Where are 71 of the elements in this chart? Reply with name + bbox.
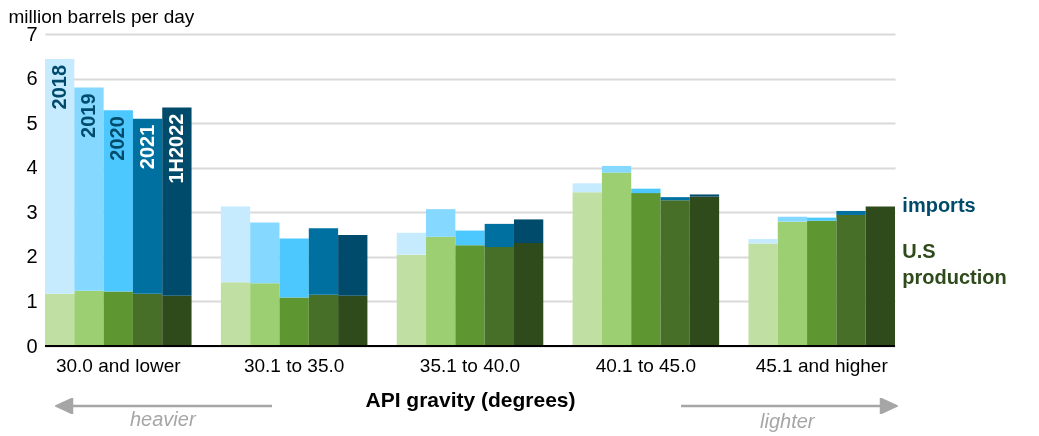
bar — [220, 206, 251, 283]
bar — [132, 118, 163, 294]
bar — [279, 238, 309, 298]
series-label: U.S production — [902, 240, 1007, 289]
series-label: imports — [902, 193, 976, 216]
bar — [660, 200, 690, 346]
bar — [748, 239, 778, 244]
bar — [836, 214, 866, 346]
annotation: 2019 — [76, 93, 99, 138]
bar — [338, 295, 368, 346]
bar — [777, 221, 808, 346]
annotation: 1H2022 — [164, 113, 187, 184]
bar — [689, 194, 720, 197]
bar — [396, 254, 427, 346]
bar — [250, 222, 280, 284]
bar — [455, 230, 485, 246]
y-tick-label: 1 — [26, 289, 38, 312]
bar — [74, 290, 104, 346]
bar — [338, 235, 368, 296]
bar — [807, 217, 837, 221]
y-tick-label: 3 — [26, 200, 38, 223]
x-axis-title: API gravity (degrees) — [365, 387, 576, 411]
bar — [250, 283, 280, 346]
bar — [455, 245, 485, 346]
x-tick-label: 45.1 and higher — [755, 354, 889, 376]
bar — [601, 165, 632, 173]
bar — [279, 297, 309, 346]
bar — [484, 223, 514, 248]
bar — [631, 193, 661, 346]
bar — [162, 295, 192, 346]
bar — [836, 210, 866, 215]
bar — [45, 58, 75, 294]
x-tick-label: 40.1 to 45.0 — [595, 354, 697, 376]
bar — [777, 216, 808, 222]
annotation: 2020 — [106, 116, 129, 161]
bar — [601, 172, 632, 346]
x-tick-label: 30.0 and lower — [55, 354, 182, 376]
y-tick-label: 0 — [26, 334, 38, 357]
bar — [74, 87, 104, 291]
y-tick-label: 5 — [26, 111, 38, 134]
text: heavier — [130, 408, 196, 431]
bar — [572, 192, 602, 346]
x-tick-label: 35.1 to 40.0 — [419, 354, 521, 376]
bar — [220, 282, 251, 346]
bar — [308, 294, 339, 346]
y-tick-label: 6 — [26, 67, 38, 90]
bar — [396, 232, 427, 255]
x-tick-label: 30.1 to 35.0 — [243, 354, 345, 376]
y-tick-label: 4 — [26, 156, 38, 179]
bar — [426, 236, 456, 346]
bar — [631, 188, 661, 194]
bar — [689, 196, 720, 346]
annotation: 2018 — [47, 64, 70, 110]
bar — [103, 110, 133, 292]
bar — [572, 183, 602, 193]
bar — [162, 107, 192, 296]
bar — [865, 206, 895, 346]
bar — [748, 243, 778, 346]
bar — [132, 293, 163, 346]
bar — [660, 197, 690, 201]
y-tick-label: 2 — [26, 245, 38, 268]
bar — [103, 291, 133, 346]
bar — [426, 209, 456, 237]
bar — [513, 243, 544, 346]
annotation: 2021 — [135, 124, 158, 170]
bar — [484, 247, 514, 346]
text: lighter — [760, 410, 815, 433]
bar — [807, 220, 837, 346]
bar — [45, 293, 75, 346]
bar — [513, 219, 544, 244]
bar — [308, 228, 339, 295]
